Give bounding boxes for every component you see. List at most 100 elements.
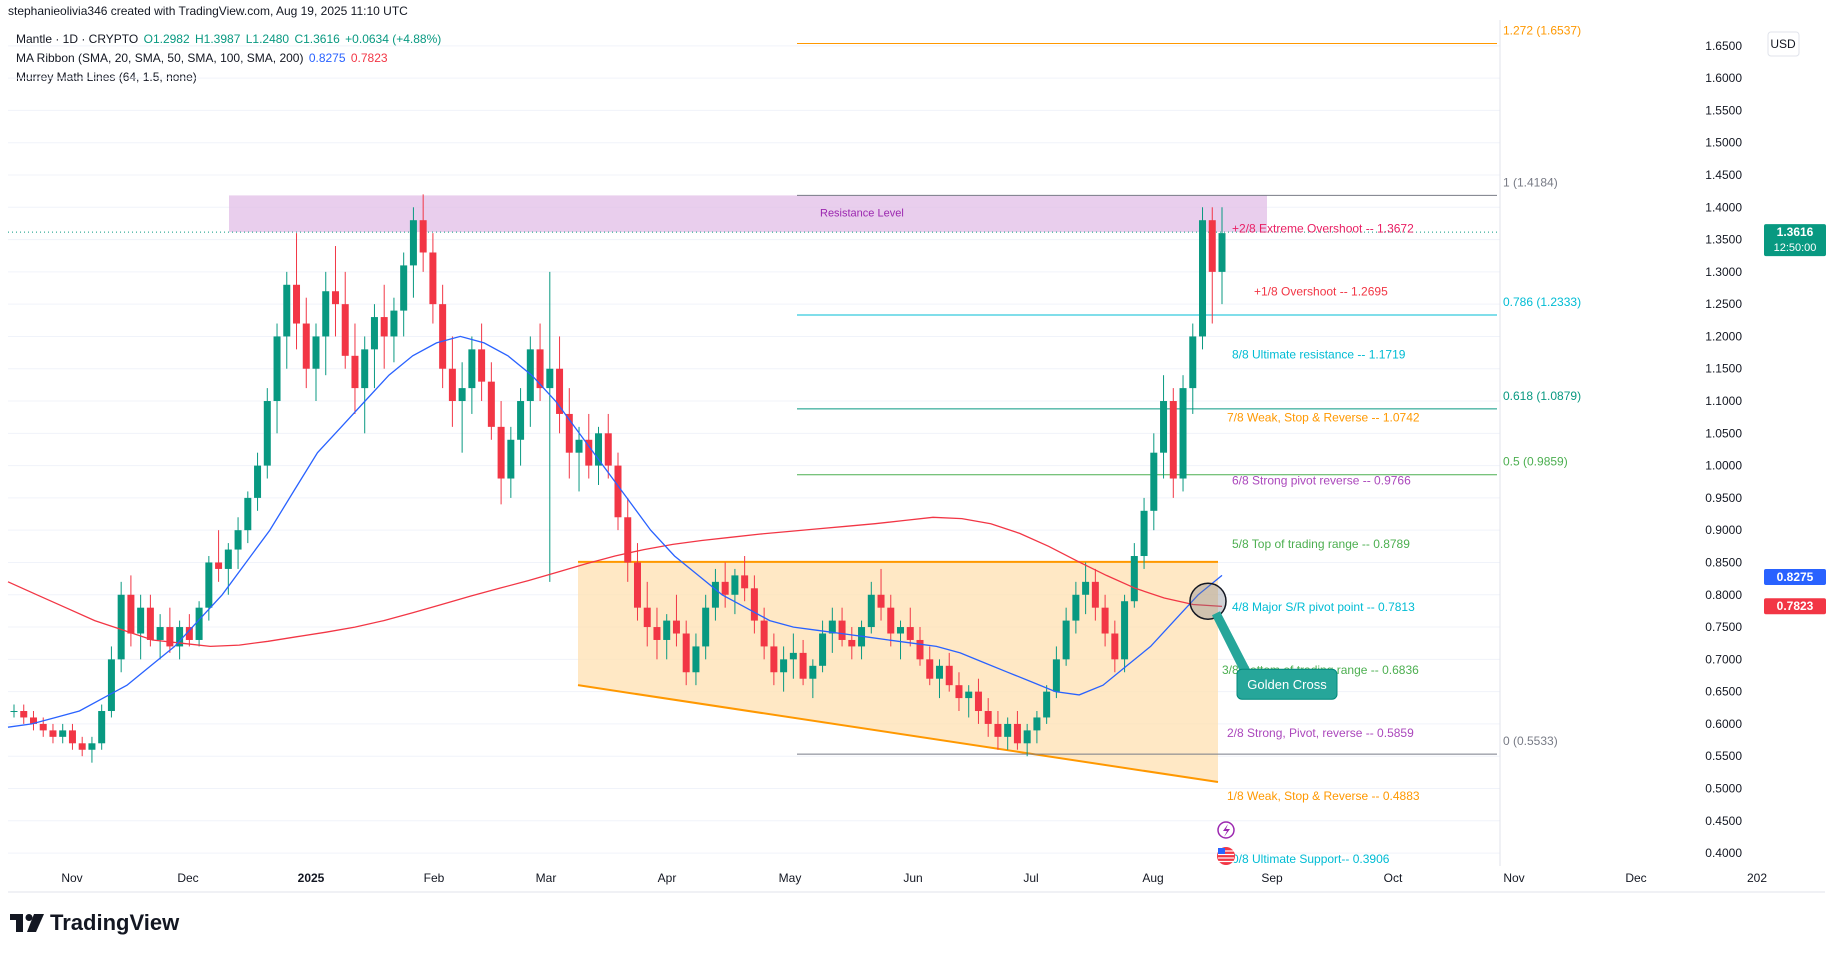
symbol-row[interactable]: Mantle · 1D · CRYPTO O1.2982 H1.3987 L1.… <box>16 30 443 49</box>
candle-body <box>507 439 515 479</box>
y-tick-label: 0.6500 <box>1705 685 1742 699</box>
candle-body <box>215 562 223 569</box>
price-label: 1.3616 12:50:00 <box>1764 224 1826 257</box>
candle <box>429 233 437 324</box>
candle-body <box>1052 659 1060 692</box>
x-tick-label: Apr <box>658 871 677 885</box>
candle <box>916 627 924 666</box>
candle <box>273 323 281 434</box>
candle-body <box>819 633 827 666</box>
candle <box>750 575 758 634</box>
candle <box>838 607 846 647</box>
candle <box>702 594 710 660</box>
candle <box>1140 497 1148 569</box>
candle-body <box>390 310 398 337</box>
murrey-label: +1/8 Overshoot -- 1.2695 <box>1254 285 1388 299</box>
candle-body <box>68 730 76 744</box>
candle-body <box>809 665 817 679</box>
candle <box>789 633 797 679</box>
golden-cross-pointer <box>1212 611 1252 676</box>
candle <box>1043 685 1051 724</box>
candle <box>906 607 914 647</box>
candle <box>176 620 184 660</box>
murrey-label: 1/8 Weak, Stop & Reverse -- 0.4883 <box>1227 789 1420 803</box>
candle <box>468 336 476 414</box>
candle <box>1169 388 1177 498</box>
candle-body <box>848 639 856 647</box>
y-tick-label: 1.0500 <box>1705 426 1742 440</box>
y-tick-label: 0.8000 <box>1705 588 1742 602</box>
candle-body <box>361 349 369 389</box>
murrey-label: 7/8 Weak, Stop & Reverse -- 1.0742 <box>1227 411 1420 425</box>
candle-body <box>1199 220 1207 337</box>
candle <box>1121 594 1129 673</box>
resistance-label: Resistance Level <box>820 207 904 219</box>
candle <box>935 659 943 699</box>
candle-body <box>429 252 437 305</box>
candle <box>536 323 544 402</box>
candle-body <box>867 594 875 628</box>
candle <box>721 562 729 608</box>
tradingview-brand[interactable]: TradingView <box>10 910 179 936</box>
candle-body <box>10 711 18 713</box>
candle-body <box>897 627 905 634</box>
candle <box>263 388 271 479</box>
murrey-label: 6/8 Strong pivot reverse -- 0.9766 <box>1232 474 1411 488</box>
y-tick-label: 1.1500 <box>1705 362 1742 376</box>
candle-body <box>575 439 583 453</box>
candle <box>955 672 963 712</box>
candle <box>380 284 388 369</box>
candle <box>848 627 856 660</box>
candle-body <box>176 627 184 647</box>
candle-body <box>926 659 934 679</box>
x-tick-label: Dec <box>1625 871 1646 885</box>
candle <box>974 678 982 724</box>
candle <box>390 297 398 363</box>
candle <box>672 594 680 647</box>
ma-ribbon-row[interactable]: MA Ribbon (SMA, 20, SMA, 50, SMA, 100, S… <box>16 49 443 68</box>
candle <box>780 646 788 692</box>
candle-body <box>98 711 106 744</box>
candle <box>10 704 18 718</box>
candle-body <box>750 588 758 621</box>
candle <box>487 362 495 440</box>
candle-body <box>20 711 28 718</box>
candle <box>1199 207 1207 350</box>
candle <box>68 723 76 750</box>
candle-body <box>721 581 729 595</box>
candle <box>1189 323 1197 414</box>
candle-body <box>370 317 378 350</box>
candle <box>478 323 486 402</box>
candle <box>146 594 154 647</box>
candle <box>234 517 242 569</box>
y-tick-label: 1.4000 <box>1705 200 1742 214</box>
fib-label: 0.786 (1.2333) <box>1503 295 1581 309</box>
candle-body <box>39 723 47 731</box>
candle <box>517 388 525 466</box>
candle <box>877 568 885 621</box>
y-tick-label: 1.5500 <box>1705 103 1742 117</box>
candle <box>984 698 992 737</box>
candle-body <box>448 368 456 402</box>
tradingview-logo-icon <box>10 914 44 932</box>
candle-body <box>614 465 622 518</box>
currency-box <box>1767 31 1800 57</box>
y-tick-label: 0.9500 <box>1705 491 1742 505</box>
candle <box>1004 717 1012 750</box>
candle-body <box>205 562 213 608</box>
candle <box>828 607 836 653</box>
candle-body <box>711 581 719 608</box>
price-axis: USD 1.6500 1.6000 1.5500 1.5000 1.4500 1.4000 1… <box>1705 31 1826 860</box>
candle-body <box>29 717 37 724</box>
ma-ribbon-value-2: 0.7823 <box>350 51 388 65</box>
candle-body <box>478 349 486 382</box>
candle <box>867 581 875 634</box>
candle <box>565 388 573 479</box>
murrey-row[interactable]: Murrey Math Lines (64, 1.5, none) <box>16 68 443 87</box>
candle-body <box>419 220 427 253</box>
candle <box>614 452 622 531</box>
candle-body <box>780 659 788 673</box>
candle-body <box>935 665 943 679</box>
candle <box>78 736 86 757</box>
